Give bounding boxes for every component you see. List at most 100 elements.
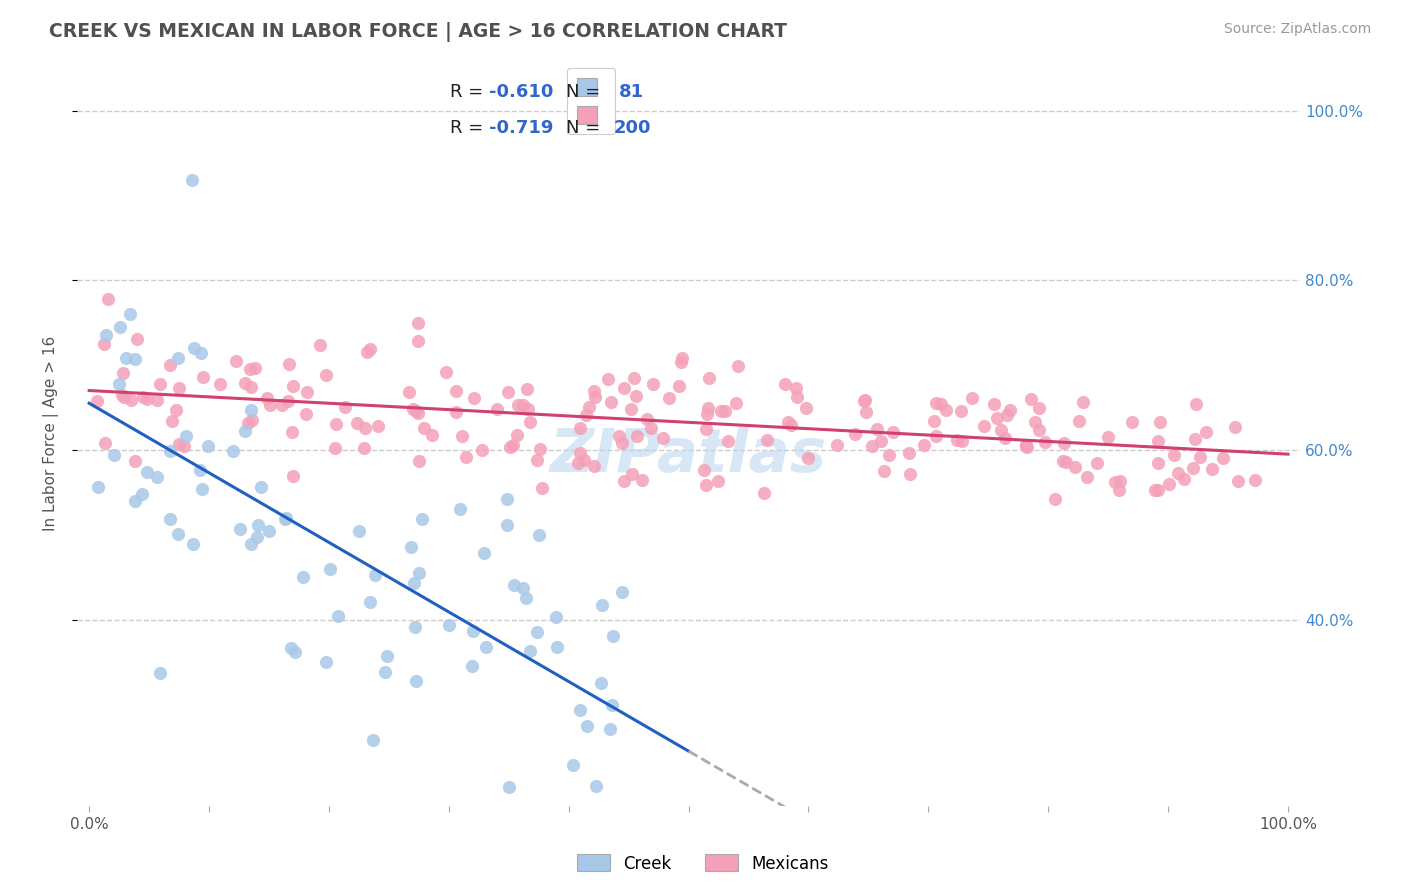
Point xyxy=(485,402,508,417)
Point xyxy=(1076,470,1098,484)
Point xyxy=(361,732,384,747)
Point xyxy=(283,468,305,483)
Point xyxy=(569,446,592,460)
Point xyxy=(945,433,967,447)
Point xyxy=(1063,460,1085,475)
Point xyxy=(413,421,436,435)
Point xyxy=(398,385,420,400)
Point xyxy=(165,403,187,417)
Point xyxy=(912,437,935,451)
Point xyxy=(259,398,281,412)
Point xyxy=(233,376,256,390)
Point xyxy=(408,454,430,468)
Point xyxy=(600,395,623,409)
Point xyxy=(181,172,204,186)
Point xyxy=(94,327,117,342)
Point xyxy=(506,398,529,412)
Point xyxy=(149,666,172,681)
Point xyxy=(169,436,191,450)
Point xyxy=(610,584,633,599)
Point xyxy=(136,392,159,407)
Point xyxy=(405,673,427,688)
Point xyxy=(529,528,551,542)
Point xyxy=(696,407,718,421)
Point xyxy=(353,441,375,455)
Point xyxy=(112,390,135,404)
Point xyxy=(118,307,141,321)
Point xyxy=(434,365,457,379)
Point xyxy=(591,598,613,612)
Point xyxy=(496,517,519,532)
Point xyxy=(209,376,232,391)
Point xyxy=(498,780,520,794)
Point xyxy=(160,414,183,428)
Point xyxy=(1071,395,1094,409)
Text: CREEK VS MEXICAN IN LABOR FORCE | AGE > 16 CORRELATION CHART: CREEK VS MEXICAN IN LABOR FORCE | AGE > … xyxy=(49,22,787,42)
Point xyxy=(631,473,654,487)
Point xyxy=(284,645,307,659)
Point xyxy=(1033,434,1056,449)
Point xyxy=(1028,401,1050,415)
Point xyxy=(620,467,643,481)
Point xyxy=(569,703,592,717)
Point xyxy=(529,442,551,456)
Point xyxy=(1181,461,1204,475)
Point xyxy=(852,394,875,409)
Point xyxy=(502,438,524,452)
Point xyxy=(375,648,398,663)
Point xyxy=(420,428,443,442)
Point xyxy=(238,416,260,430)
Point xyxy=(246,517,269,532)
Point xyxy=(973,418,995,433)
Point xyxy=(585,779,607,793)
Point xyxy=(103,448,125,462)
Point xyxy=(512,398,534,412)
Point xyxy=(526,625,548,640)
Point xyxy=(623,371,645,385)
Point xyxy=(295,384,318,399)
Point xyxy=(853,393,876,408)
Point xyxy=(531,482,554,496)
Point xyxy=(94,435,117,450)
Point xyxy=(994,432,1017,446)
Point xyxy=(437,618,460,632)
Point xyxy=(257,524,280,538)
Point xyxy=(125,332,148,346)
Point xyxy=(295,407,318,421)
Point xyxy=(96,292,118,306)
Point xyxy=(515,591,537,605)
Point xyxy=(756,434,779,448)
Point xyxy=(353,421,375,435)
Point xyxy=(404,575,426,590)
Point xyxy=(626,389,648,403)
Point xyxy=(922,414,945,428)
Point xyxy=(239,379,262,393)
Point xyxy=(364,567,387,582)
Point xyxy=(713,404,735,418)
Point xyxy=(599,722,621,736)
Point xyxy=(990,423,1012,437)
Y-axis label: In Labor Force | Age > 16: In Labor Force | Age > 16 xyxy=(44,335,59,531)
Point xyxy=(183,341,205,355)
Point xyxy=(929,397,952,411)
Point xyxy=(319,561,342,575)
Point xyxy=(506,428,529,442)
Point xyxy=(925,429,948,443)
Point xyxy=(612,435,634,450)
Point xyxy=(243,361,266,376)
Point xyxy=(643,376,665,391)
Point xyxy=(602,698,624,713)
Point xyxy=(882,425,904,439)
Point xyxy=(693,462,716,476)
Point xyxy=(167,381,190,395)
Point xyxy=(309,338,332,352)
Point xyxy=(1043,491,1066,506)
Point xyxy=(167,527,190,541)
Point xyxy=(1147,434,1170,448)
Point xyxy=(1167,466,1189,480)
Point xyxy=(474,640,496,654)
Point xyxy=(962,391,984,405)
Point xyxy=(115,351,138,365)
Point xyxy=(873,464,896,478)
Point xyxy=(463,391,485,405)
